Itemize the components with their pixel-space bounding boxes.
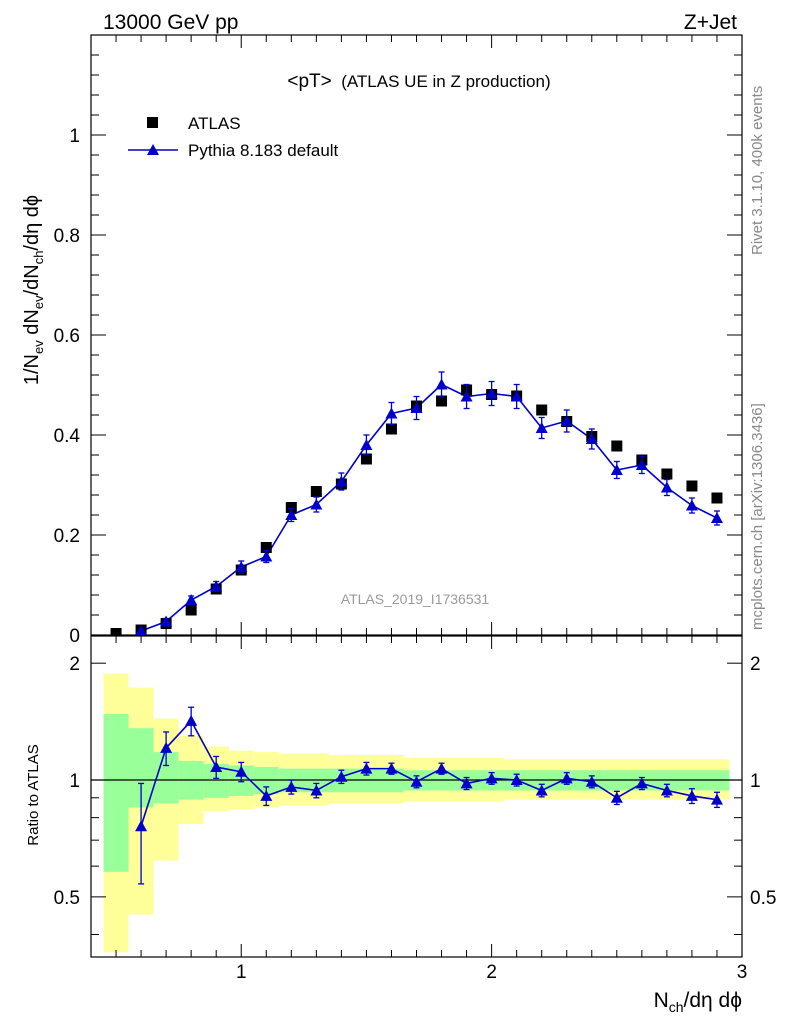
ratio-point-18	[560, 772, 573, 784]
atlas-point-22	[661, 468, 673, 480]
header-left: 13000 GeV pp	[103, 11, 238, 34]
ratio-pane-marks	[135, 706, 723, 885]
plot-title-sub: (ATLAS UE in Z production)	[341, 72, 550, 91]
y-tick-label-4: 0.8	[54, 226, 80, 247]
ratio-y-axis-label: Ratio to ATLAS	[25, 744, 42, 845]
ratio-y-tick-label-0: 0.5	[54, 888, 80, 909]
y-tick-label-0: 0	[69, 626, 80, 647]
atlas-point-8	[310, 486, 322, 497]
axis-ticks: 1 2 3 0 0.2 0.4 0.6 0.8 1 0.5 0.5 1 1 2 2	[54, 34, 776, 983]
ratio-point-21	[635, 777, 648, 789]
pythia-point-20	[610, 464, 623, 475]
pythia-point-22	[660, 481, 673, 493]
x-tick-label-2: 2	[486, 962, 497, 983]
watermark: ATLAS_2019_I1736531	[341, 591, 490, 607]
pythia-point-13	[435, 378, 448, 390]
pythia-point-5	[235, 561, 248, 572]
main-pane-marks	[110, 371, 723, 635]
ratio-y-tick-label-right-1: 1	[750, 771, 761, 792]
x-tick-label-1: 1	[236, 962, 247, 983]
data-marks	[110, 371, 723, 885]
y-tick-label-2: 0.4	[54, 426, 81, 447]
atlas-point-24	[711, 492, 723, 504]
atlas-point-17	[536, 404, 548, 416]
ratio-point-5	[235, 765, 248, 777]
legend-pythia-label: Pythia 8.183 default	[188, 141, 339, 160]
pythia-point-12	[410, 402, 423, 413]
pythia-point-24	[710, 512, 723, 523]
ratio-point-8	[310, 784, 323, 796]
pythia-point-9	[335, 475, 348, 487]
pythia-point-10	[360, 439, 373, 450]
x-tick-label-3: 3	[737, 962, 748, 983]
atlas-point-11	[385, 423, 397, 435]
pythia-point-17	[535, 422, 548, 433]
y-axis-label: 1/Nev dNev/dNch/dη dϕ	[21, 195, 46, 385]
pythia-point-4	[210, 580, 223, 592]
atlas-point-3	[185, 604, 197, 616]
ratio-point-23	[685, 789, 698, 801]
ratio-point-3	[185, 714, 198, 726]
pythia-point-15	[485, 387, 498, 399]
ratio-y-tick-label-2: 2	[69, 654, 80, 675]
ratio-point-16	[510, 774, 523, 786]
pythia-point-18	[560, 415, 573, 426]
x-axis-label: Nch/dη dϕ	[654, 989, 742, 1015]
y-tick-label-5: 1	[69, 126, 80, 147]
pythia-point-3	[185, 594, 198, 605]
ratio-bands	[103, 673, 730, 953]
ratio-point-11	[385, 762, 398, 774]
atlas-point-23	[686, 480, 698, 492]
ratio-point-19	[585, 775, 598, 787]
ratio-point-9	[335, 770, 348, 782]
pythia-point-7	[285, 509, 298, 520]
ratio-point-24	[710, 793, 723, 805]
legend-atlas-marker	[147, 117, 158, 128]
y-tick-label-1: 0.2	[54, 526, 80, 547]
ratio-point-6	[260, 789, 273, 801]
plot-title: <pT> (ATLAS UE in Z production)	[287, 71, 550, 92]
ratio-y-tick-label-right-2: 2	[750, 654, 761, 675]
atlas-point-0	[110, 628, 122, 635]
atlas-point-10	[360, 453, 372, 465]
ratio-point-17	[535, 784, 548, 796]
y-tick-label-3: 0.6	[54, 326, 80, 347]
ratio-point-13	[435, 762, 448, 774]
legend-atlas-label: ATLAS	[188, 114, 241, 133]
side-label-rivet: Rivet 3.1.10, 400k events	[749, 86, 766, 255]
atlas-point-7	[285, 502, 297, 513]
ratio-point-12	[410, 775, 423, 787]
ratio-y-tick-label-right-0: 0.5	[750, 888, 776, 909]
header-right: Z+Jet	[684, 11, 737, 34]
pythia-point-8	[310, 498, 323, 510]
pythia-point-2	[160, 615, 173, 627]
atlas-point-13	[436, 395, 448, 407]
pythia-point-1	[135, 625, 147, 635]
side-label-mcplots: mcplots.cern.ch [arXiv:1306.3436]	[749, 403, 766, 630]
pythia-point-21	[635, 459, 648, 470]
pythia-point-14	[460, 390, 473, 402]
ratio-point-22	[660, 784, 673, 796]
atlas-point-6	[260, 542, 272, 553]
ratio-point-4	[210, 761, 223, 773]
pythia-point-16	[510, 390, 523, 402]
ratio-point-2	[160, 741, 173, 753]
ratio-point-7	[285, 780, 298, 792]
ratio-y-tick-label-1: 1	[69, 771, 80, 792]
pythia-point-23	[685, 499, 698, 511]
plot-title-main: <pT>	[287, 71, 331, 92]
ratio-point-10	[360, 762, 373, 774]
ratio-band-inner-0	[103, 713, 129, 872]
pythia-point-19	[585, 433, 598, 444]
legend-pythia-marker	[147, 144, 159, 155]
ratio-point-20	[610, 791, 623, 803]
atlas-point-20	[611, 440, 623, 452]
ratio-point-1	[135, 820, 148, 832]
ratio-point-15	[485, 772, 498, 784]
ratio-point-14	[460, 777, 473, 789]
pythia-point-11	[385, 407, 398, 419]
pythia-point-6	[260, 550, 273, 562]
ratio-series-line	[140, 719, 718, 827]
